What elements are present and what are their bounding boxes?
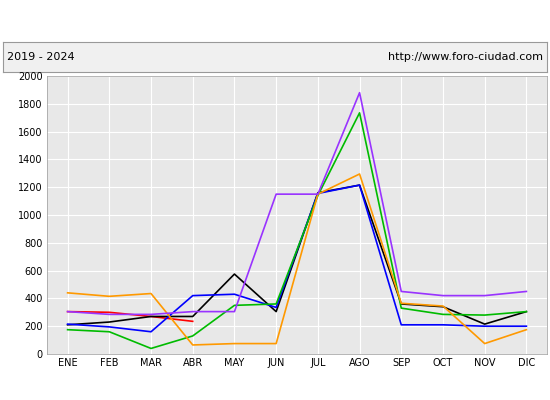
Text: 2019 - 2024: 2019 - 2024: [7, 52, 75, 62]
Text: Evolucion Nº Turistas Nacionales en el municipio de Llamas de la Ribera: Evolucion Nº Turistas Nacionales en el m…: [25, 14, 525, 28]
Text: http://www.foro-ciudad.com: http://www.foro-ciudad.com: [388, 52, 543, 62]
